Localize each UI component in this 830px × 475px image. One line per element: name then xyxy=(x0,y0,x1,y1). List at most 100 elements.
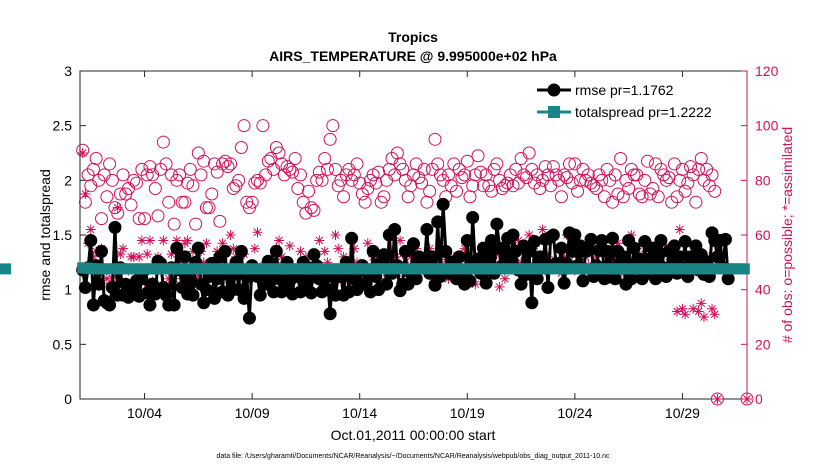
obs-possible-marker xyxy=(694,151,708,165)
obs-possible-marker xyxy=(323,132,337,146)
obs-possible-marker xyxy=(245,195,259,209)
obs-possible-marker xyxy=(350,157,364,171)
rmse-marker xyxy=(484,233,498,247)
obs-possible-marker xyxy=(312,165,326,179)
obs-assimilated-marker xyxy=(362,238,373,249)
obs-assimilated-marker xyxy=(693,306,704,317)
rmse-marker xyxy=(218,244,232,258)
rmse-marker xyxy=(482,250,496,264)
obs-possible-marker xyxy=(162,195,176,209)
obs-assimilated-marker xyxy=(144,235,155,246)
obs-possible-marker xyxy=(444,179,458,193)
obs-possible-marker xyxy=(315,173,329,187)
rmse-marker xyxy=(721,272,735,286)
y-tick-label: 3 xyxy=(64,63,72,79)
obs-assimilated-marker xyxy=(112,202,123,213)
x-tick-label: 10/24 xyxy=(557,405,592,421)
obs-assimilated-marker xyxy=(513,235,524,246)
legend-spread-marker xyxy=(548,106,560,118)
x-tick-label: 10/04 xyxy=(127,405,162,421)
obs-possible-marker xyxy=(460,154,474,168)
rmse-marker xyxy=(178,250,192,264)
obs-possible-marker xyxy=(708,184,722,198)
rmse-marker xyxy=(345,231,359,245)
rmse-marker xyxy=(632,252,646,266)
rmse-marker xyxy=(234,244,248,258)
rmse-marker xyxy=(627,241,641,255)
x-axis-label: Oct.01,2011 00:00:00 start xyxy=(331,427,496,443)
obs-assimilated-marker xyxy=(688,303,699,314)
obs-assimilated-marker xyxy=(276,251,287,262)
obs-assimilated-marker xyxy=(322,257,333,268)
rmse-marker xyxy=(718,232,732,246)
obs-possible-marker xyxy=(584,176,598,190)
obs-assimilated-marker xyxy=(389,251,400,262)
obs-assimilated-marker xyxy=(677,303,688,314)
obs-assimilated-marker xyxy=(101,273,112,284)
obs-assimilated-marker xyxy=(516,257,527,268)
obs-possible-marker xyxy=(495,182,509,196)
obs-possible-marker xyxy=(372,165,386,179)
rmse-marker xyxy=(546,228,560,242)
rmse-marker xyxy=(490,217,504,231)
obs-possible-marker xyxy=(538,160,552,174)
rmse-marker xyxy=(95,244,109,258)
obs-possible-marker xyxy=(280,160,294,174)
obs-assimilated-marker xyxy=(225,230,236,240)
obs-possible-marker xyxy=(546,160,560,174)
rmse-marker xyxy=(420,223,434,237)
obs-assimilated-marker xyxy=(424,243,435,254)
rmse-marker xyxy=(377,248,391,262)
obs-assimilated-marker xyxy=(249,243,260,254)
y-axis-label: rmse and totalspread xyxy=(37,169,53,301)
obs-assimilated-marker xyxy=(524,230,535,240)
obs-possible-marker xyxy=(320,162,334,176)
rmse-marker xyxy=(479,276,493,290)
obs-possible-marker xyxy=(522,146,536,160)
rmse-marker xyxy=(409,272,423,286)
obs-possible-marker xyxy=(458,168,472,182)
obs-assimilated-marker xyxy=(171,235,182,246)
obs-possible-marker xyxy=(484,184,498,198)
rmse-marker xyxy=(199,283,213,297)
obs-possible-marker xyxy=(288,151,302,165)
obs-possible-marker xyxy=(205,187,219,201)
y-tick-label: 0 xyxy=(64,391,72,407)
obs-assimilated-marker xyxy=(707,303,718,314)
legend-rmse-label: rmse pr=1.1762 xyxy=(575,82,674,98)
obs-assimilated-marker xyxy=(274,235,285,246)
obs-possible-marker xyxy=(423,184,437,198)
rmse-marker xyxy=(554,241,568,255)
rmse-marker xyxy=(568,228,582,242)
rmse-marker xyxy=(525,296,539,310)
obs-possible-marker xyxy=(100,190,114,204)
obs-assimilated-marker xyxy=(494,281,505,292)
legend-rmse-marker xyxy=(547,83,561,97)
rmse-marker xyxy=(466,211,480,225)
obs-possible-marker xyxy=(189,217,203,231)
obs-assimilated-marker xyxy=(591,251,602,262)
rmse-marker xyxy=(388,223,402,237)
rmse-marker xyxy=(92,277,106,291)
rmse-marker xyxy=(183,272,197,286)
obs-possible-marker xyxy=(124,198,138,212)
rmse-marker xyxy=(541,280,555,294)
rmse-marker xyxy=(557,276,571,290)
obs-possible-marker xyxy=(417,162,431,176)
obs-possible-marker xyxy=(116,168,130,182)
spread-marker xyxy=(738,263,750,275)
obs-possible-marker xyxy=(455,171,469,185)
rmse-marker xyxy=(654,233,668,247)
obs-assimilated-marker xyxy=(228,243,239,254)
obs-possible-marker xyxy=(202,201,216,215)
x-tick-label: 10/09 xyxy=(235,405,270,421)
obs-possible-marker xyxy=(552,173,566,187)
y2-tick-label: 0 xyxy=(755,391,763,407)
rmse-marker xyxy=(425,250,439,264)
rmse-marker xyxy=(606,231,620,245)
obs-possible-marker xyxy=(143,160,157,174)
obs-possible-marker xyxy=(135,162,149,176)
obs-possible-marker xyxy=(178,195,192,209)
obs-possible-marker xyxy=(132,212,146,226)
